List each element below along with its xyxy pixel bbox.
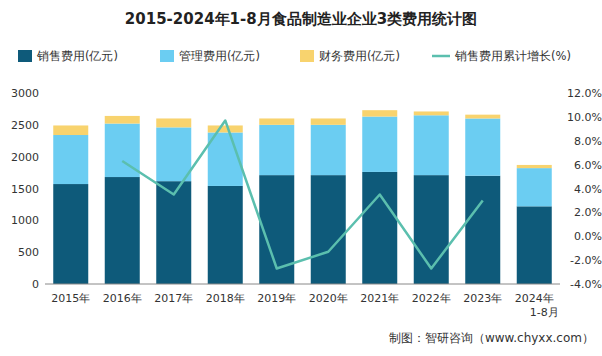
plot-area — [53, 110, 552, 284]
title: 2015-2024年1-8月食品制造业企业3类费用统计图 — [125, 10, 477, 28]
x-tick-line: 2024年 — [515, 292, 554, 305]
x-tick-label: 2022年 — [412, 292, 451, 305]
bar — [311, 125, 346, 175]
legend-swatch — [432, 55, 450, 58]
y2-tick-label: 8.0% — [574, 135, 602, 148]
legend-item: 财务费用(亿元) — [300, 49, 400, 63]
bar — [362, 117, 397, 172]
y2-tick-label: 10.0% — [567, 111, 602, 124]
legend-label: 销售费用(亿元) — [36, 49, 118, 63]
bar — [156, 118, 191, 127]
legend-label: 销售费用累计增长(%) — [454, 49, 571, 63]
y-tick-label: 2000 — [11, 151, 39, 164]
bar — [259, 118, 294, 124]
y2-tick-label: 12.0% — [567, 87, 602, 100]
y-tick-label: 1000 — [11, 214, 39, 227]
y2-tick-label: -4.0% — [570, 278, 602, 291]
y2-tick-label: -2.0% — [570, 254, 602, 267]
x-tick-label: 2016年 — [103, 292, 142, 305]
bar — [208, 186, 243, 284]
bar — [156, 127, 191, 181]
bar — [53, 135, 88, 184]
legend-item: 销售费用累计增长(%) — [432, 49, 571, 63]
bar — [414, 115, 449, 175]
bar — [105, 177, 140, 284]
line — [122, 120, 483, 268]
bar — [156, 181, 191, 284]
x-tick-label: 2021年 — [360, 292, 399, 305]
source: 制图：智研咨询（www.chyxx.com） — [389, 331, 594, 345]
bar — [311, 118, 346, 124]
legend-swatch — [18, 50, 32, 62]
bar — [465, 115, 500, 119]
bar — [362, 110, 397, 116]
x-tick-label: 2018年 — [206, 292, 245, 305]
x-axis — [45, 284, 560, 285]
bar — [53, 125, 88, 135]
y2-tick-label: 2.0% — [574, 206, 602, 219]
legend-swatch — [300, 50, 314, 62]
bar — [259, 125, 294, 175]
bar — [517, 168, 552, 206]
legend-label: 财务费用(亿元) — [319, 49, 400, 63]
bar — [53, 184, 88, 284]
bar — [465, 118, 500, 175]
bar — [517, 206, 552, 284]
legend-item: 销售费用(亿元) — [18, 49, 118, 63]
bar — [208, 125, 243, 132]
legend-label: 管理费用(亿元) — [179, 49, 260, 63]
y-tick-label: 0 — [32, 278, 39, 291]
y2-tick-label: 6.0% — [574, 159, 602, 172]
x-tick-label: 2019年 — [257, 292, 296, 305]
legend-item: 管理费用(亿元) — [160, 49, 260, 63]
bar — [105, 116, 140, 124]
y2-tick-label: 4.0% — [574, 183, 602, 196]
bar — [362, 172, 397, 284]
y2-tick-label: 0.0% — [574, 230, 602, 243]
x-tick-label: 2015年 — [51, 292, 90, 305]
bar — [311, 175, 346, 284]
bar — [465, 176, 500, 284]
x-tick-label: 2020年 — [309, 292, 348, 305]
bar — [414, 111, 449, 115]
x-tick-label: 2023年 — [463, 292, 502, 305]
y-tick-label: 500 — [18, 246, 39, 259]
x-tick-line: 1-8月 — [530, 306, 559, 319]
legend-swatch — [160, 50, 174, 62]
y-tick-label: 2500 — [11, 119, 39, 132]
y-tick-label: 3000 — [11, 87, 39, 100]
x-tick-label: 2017年 — [154, 292, 193, 305]
chart: 2015-2024年1-8月食品制造业企业3类费用统计图销售费用(亿元) 管理费用… — [0, 0, 602, 356]
bar — [517, 165, 552, 168]
y-tick-label: 1500 — [11, 183, 39, 196]
x-tick-label: 2024年1-8月 — [515, 292, 559, 319]
